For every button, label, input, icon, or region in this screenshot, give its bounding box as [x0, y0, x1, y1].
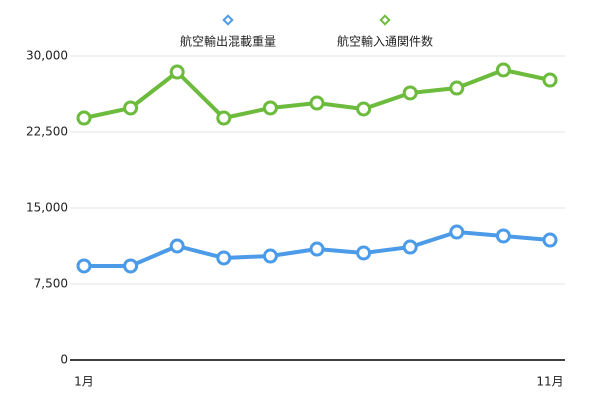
point — [216, 110, 232, 126]
point — [402, 85, 418, 101]
point — [123, 100, 139, 116]
point — [169, 238, 185, 254]
y-tick-label: 0 — [60, 353, 68, 367]
point — [449, 224, 465, 240]
legend-marker — [379, 14, 391, 26]
point — [495, 62, 511, 78]
point — [76, 110, 92, 126]
point — [262, 248, 278, 264]
point — [262, 100, 278, 116]
point — [216, 250, 232, 266]
point — [542, 232, 558, 248]
point — [495, 228, 511, 244]
y-tick-label: 15,000 — [26, 201, 68, 215]
point — [402, 239, 418, 255]
point — [449, 80, 465, 96]
legend-label: 航空輸出混載重量 — [180, 34, 276, 49]
point — [542, 72, 558, 88]
y-tick-label: 22,500 — [26, 125, 68, 139]
legend-label: 航空輸入通関件数 — [337, 34, 433, 49]
legend-marker — [222, 14, 234, 26]
x-tick-label: 1月 — [74, 375, 94, 389]
point — [309, 95, 325, 111]
y-tick-label: 7,500 — [34, 277, 68, 291]
point — [123, 258, 139, 274]
point — [76, 258, 92, 274]
point — [356, 245, 372, 261]
x-tick-label: 11月 — [536, 375, 563, 389]
y-tick-label: 30,000 — [26, 49, 68, 63]
point — [356, 101, 372, 117]
point — [309, 241, 325, 257]
series-line — [83, 67, 551, 121]
point — [169, 64, 185, 80]
